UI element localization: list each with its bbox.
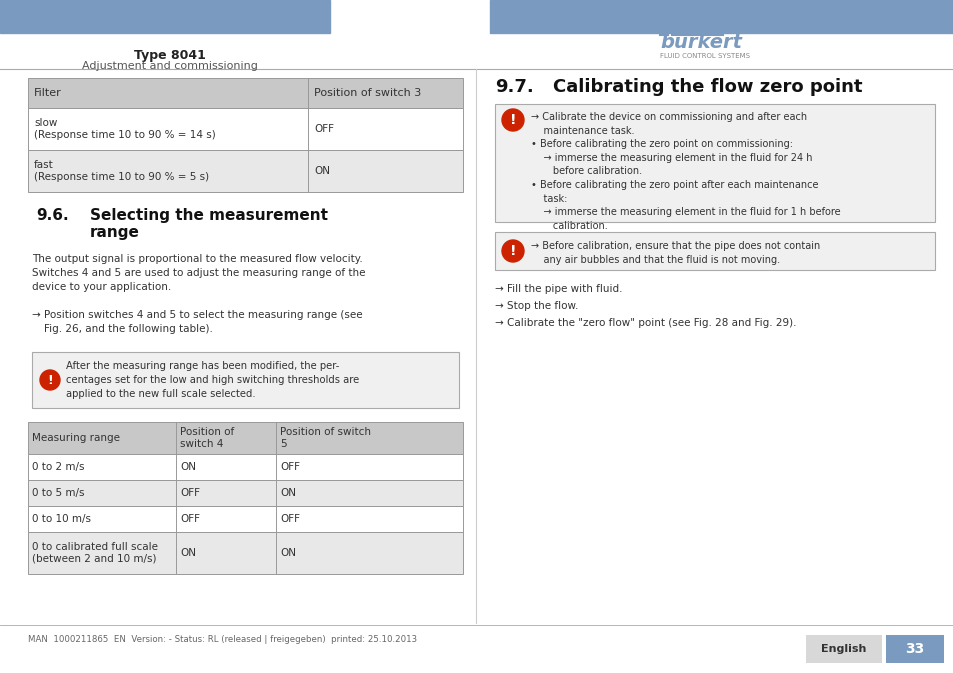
Text: → Position switches 4 and 5 to select the measuring range (see: → Position switches 4 and 5 to select th… — [32, 310, 362, 320]
Text: Position of switch
5: Position of switch 5 — [280, 427, 371, 449]
Bar — [885, 635, 943, 663]
Text: ON: ON — [280, 548, 295, 558]
Text: Fig. 26, and the following table).: Fig. 26, and the following table). — [44, 324, 213, 334]
Text: OFF: OFF — [280, 514, 299, 524]
Text: bürkert: bürkert — [659, 34, 741, 52]
Text: The output signal is proportional to the measured flow velocity.
Switches 4 and : The output signal is proportional to the… — [32, 254, 365, 292]
Bar — [28, 506, 462, 532]
Text: !: ! — [47, 374, 52, 386]
Text: ON: ON — [180, 462, 195, 472]
Bar — [28, 150, 462, 192]
Text: MAN  1000211865  EN  Version: - Status: RL (released | freigegeben)  printed: 25: MAN 1000211865 EN Version: - Status: RL … — [28, 635, 416, 643]
Circle shape — [501, 240, 523, 262]
Text: 0 to calibrated full scale
(between 2 and 10 m/s): 0 to calibrated full scale (between 2 an… — [32, 542, 158, 564]
Text: Calibrating the flow zero point: Calibrating the flow zero point — [553, 78, 862, 96]
Text: slow
(Response time 10 to 90 % = 14 s): slow (Response time 10 to 90 % = 14 s) — [34, 118, 215, 140]
Text: → Before calibration, ensure that the pipe does not contain
    any air bubbles : → Before calibration, ensure that the pi… — [531, 241, 820, 265]
Bar — [805, 635, 882, 663]
Text: 0 to 2 m/s: 0 to 2 m/s — [32, 462, 85, 472]
Bar — [28, 422, 462, 454]
Circle shape — [40, 370, 60, 390]
Text: Measuring range: Measuring range — [32, 433, 120, 443]
Text: 33: 33 — [904, 642, 923, 656]
Text: English: English — [821, 644, 865, 654]
Text: Adjustment and commissioning: Adjustment and commissioning — [82, 61, 257, 71]
Bar — [28, 108, 462, 150]
Text: Filter: Filter — [34, 88, 62, 98]
Bar — [0, 0, 330, 33]
Text: 0 to 5 m/s: 0 to 5 m/s — [32, 488, 85, 498]
Text: OFF: OFF — [180, 514, 200, 524]
Text: range: range — [90, 225, 140, 240]
Text: Selecting the measurement: Selecting the measurement — [90, 208, 328, 223]
Bar — [495, 232, 934, 270]
Bar — [28, 532, 462, 574]
Bar — [28, 78, 462, 108]
Text: ON: ON — [180, 548, 195, 558]
Text: Type 8041: Type 8041 — [134, 49, 206, 62]
Bar — [490, 0, 953, 33]
Text: → Calibrate the device on commissioning and after each
    maintenance task.
• B: → Calibrate the device on commissioning … — [531, 112, 840, 231]
Text: 9.7.: 9.7. — [495, 78, 533, 96]
Bar — [28, 454, 462, 480]
Bar — [28, 480, 462, 506]
Text: 9.6.: 9.6. — [36, 208, 69, 223]
Text: !: ! — [509, 113, 516, 127]
Text: OFF: OFF — [314, 124, 334, 134]
Bar — [32, 352, 458, 408]
Text: OFF: OFF — [180, 488, 200, 498]
Text: → Stop the flow.: → Stop the flow. — [495, 301, 578, 311]
Text: OFF: OFF — [280, 462, 299, 472]
Text: After the measuring range has been modified, the per-
centages set for the low a: After the measuring range has been modif… — [66, 361, 359, 399]
Text: 0 to 10 m/s: 0 to 10 m/s — [32, 514, 91, 524]
Text: ON: ON — [314, 166, 330, 176]
Text: FLUID CONTROL SYSTEMS: FLUID CONTROL SYSTEMS — [659, 53, 749, 59]
Bar — [495, 104, 934, 222]
Text: ON: ON — [280, 488, 295, 498]
Text: !: ! — [509, 244, 516, 258]
Text: → Fill the pipe with fluid.: → Fill the pipe with fluid. — [495, 284, 622, 294]
Text: Position of
switch 4: Position of switch 4 — [180, 427, 234, 449]
Text: Position of switch 3: Position of switch 3 — [314, 88, 421, 98]
Circle shape — [501, 109, 523, 131]
Text: fast
(Response time 10 to 90 % = 5 s): fast (Response time 10 to 90 % = 5 s) — [34, 160, 209, 182]
Text: → Calibrate the "zero flow" point (see Fig. 28 and Fig. 29).: → Calibrate the "zero flow" point (see F… — [495, 318, 796, 328]
